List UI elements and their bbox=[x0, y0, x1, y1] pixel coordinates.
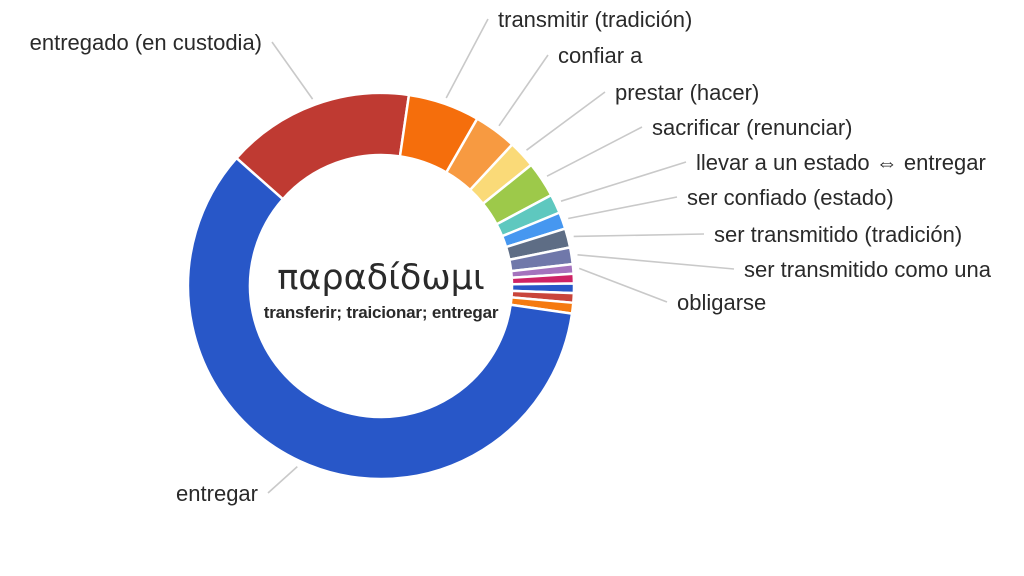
slice-label-sacrificar: sacrificar (renunciar) bbox=[652, 115, 853, 140]
slice-label-llevar: llevar a un estado ⇔ entregar bbox=[696, 150, 986, 175]
slice-label-ser-transmitido: ser transmitido (tradición) bbox=[714, 222, 962, 247]
slice-label-prestar: prestar (hacer) bbox=[615, 80, 759, 105]
leader-line-sacrificar bbox=[546, 126, 643, 177]
leader-line-ser-transmitido-como bbox=[577, 254, 735, 270]
leader-line-entregar bbox=[267, 466, 298, 494]
center-lemma-text: παραδίδωμι bbox=[277, 258, 485, 298]
slice-label-ser-transmitido-como: ser transmitido como una bbox=[744, 257, 992, 282]
leader-line-transmitir bbox=[445, 18, 489, 99]
leader-line-ser-confiado bbox=[568, 196, 678, 220]
donut-slices bbox=[186, 91, 576, 481]
leader-line-obligarse bbox=[578, 267, 668, 303]
slice-label-confiar: confiar a bbox=[558, 43, 643, 68]
slice-label-ser-confiado: ser confiado (estado) bbox=[687, 185, 894, 210]
leader-line-entregado bbox=[271, 41, 314, 100]
leader-lines bbox=[267, 18, 735, 494]
leader-line-ser-transmitido bbox=[573, 233, 705, 238]
callout-labels: entregado (en custodia) transmitir (tradi… bbox=[30, 7, 992, 506]
leader-line-confiar bbox=[498, 54, 549, 127]
slice-label-entregar: entregar bbox=[176, 481, 258, 506]
center-glosses-text: transferir; traicionar; entregar bbox=[264, 303, 499, 322]
slice-label-obligarse: obligarse bbox=[677, 290, 766, 315]
leader-line-llevar bbox=[560, 161, 687, 202]
slice-label-entregado: entregado (en custodia) bbox=[30, 30, 262, 55]
leader-line-prestar bbox=[526, 91, 606, 151]
slice-label-transmitir: transmitir (tradición) bbox=[498, 7, 692, 32]
slice-entregar[interactable] bbox=[186, 156, 574, 481]
